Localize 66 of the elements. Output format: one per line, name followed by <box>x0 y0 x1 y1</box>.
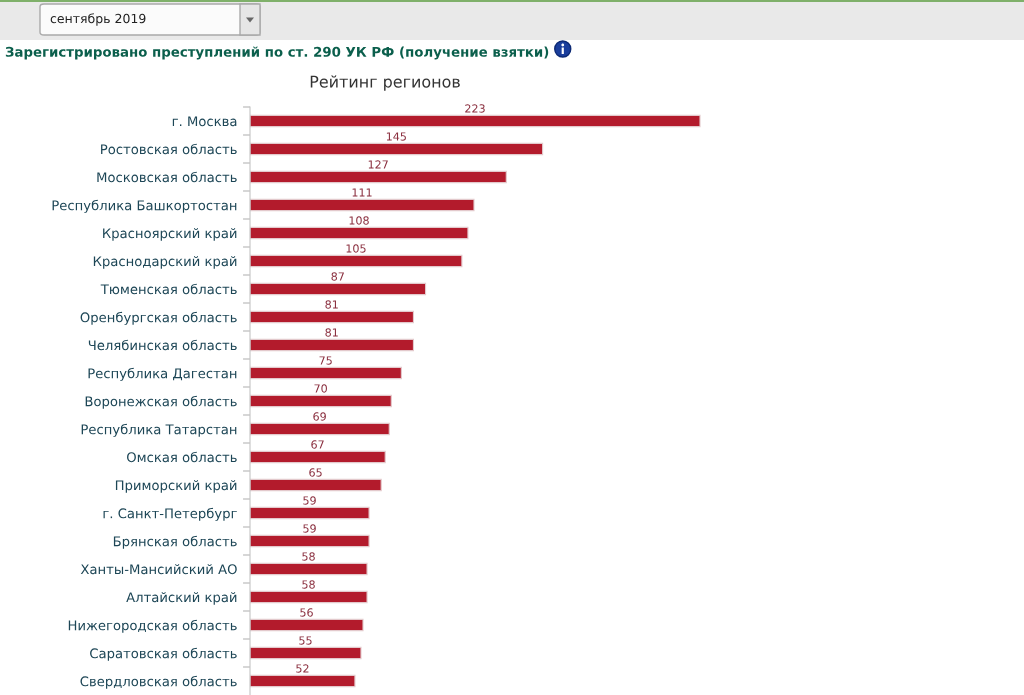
data-label: 67 <box>311 440 324 449</box>
y-tick-label: Московская область <box>97 171 237 183</box>
y-tick-label: г. Москва <box>172 116 237 127</box>
bar <box>250 366 402 380</box>
data-label: 81 <box>325 300 338 309</box>
data-label: 111 <box>352 188 372 197</box>
data-label: 58 <box>302 552 315 561</box>
bar <box>250 674 356 688</box>
data-label: 87 <box>331 272 344 281</box>
y-tick-label: Оренбургская область <box>80 311 237 325</box>
y-tick-label: Красноярский край <box>103 228 237 241</box>
data-label: 223 <box>465 104 485 113</box>
data-label: 59 <box>303 524 316 533</box>
data-label: 59 <box>303 496 316 505</box>
bar <box>250 506 370 520</box>
data-label: 56 <box>300 608 313 617</box>
y-tick-label: Республика Дагестан <box>88 367 237 381</box>
data-label: 70 <box>314 384 327 393</box>
y-tick-label: Тюменская область <box>100 283 237 295</box>
chart-title: Зарегистрировано преступлений по ст. 290 УК РФ (получение взятки) <box>5 46 549 60</box>
y-tick-label: Алтайский край <box>126 592 237 605</box>
bar <box>250 282 427 296</box>
data-label: 58 <box>302 580 315 589</box>
data-label: 75 <box>319 356 332 365</box>
data-label: 69 <box>313 412 326 421</box>
data-label: 145 <box>386 132 406 141</box>
data-label: 108 <box>349 216 369 225</box>
y-tick-label: Приморский край <box>115 480 237 493</box>
bar <box>250 590 368 604</box>
data-label: 65 <box>309 468 322 477</box>
y-tick-label: Воронежская область <box>85 395 237 409</box>
bar <box>250 394 392 408</box>
bar <box>250 170 507 184</box>
bar <box>250 338 415 352</box>
bar <box>250 618 364 632</box>
y-tick-label: Омская область <box>127 451 237 463</box>
bar <box>250 422 390 436</box>
bar <box>250 534 370 548</box>
y-tick-label: Ханты-Мансийский АО <box>80 564 237 575</box>
bar <box>250 142 544 156</box>
y-tick-label: Краснодарский край <box>93 256 237 269</box>
chart-subtitle: Рейтинг регионов <box>310 75 460 91</box>
data-label: 105 <box>346 244 366 253</box>
bar <box>250 310 415 324</box>
bar <box>250 478 382 492</box>
y-tick-label: г. Санкт-Петербург <box>103 507 237 521</box>
y-tick-label: Нижегородская область <box>68 619 237 633</box>
bar <box>250 226 469 240</box>
data-label: 81 <box>325 328 338 337</box>
bar <box>250 450 386 464</box>
y-tick-label: Брянская область <box>113 535 237 549</box>
data-label: 52 <box>296 664 309 673</box>
y-tick-label: Свердловская область <box>80 675 237 689</box>
bar <box>250 562 368 576</box>
y-tick-label: Саратовская область <box>90 647 237 661</box>
bar <box>250 198 475 212</box>
y-tick-label: Челябинская область <box>88 339 237 351</box>
data-label: 55 <box>299 636 312 645</box>
text: сентябрь 2019 <box>50 13 146 26</box>
bar <box>250 114 701 128</box>
y-tick-label: Республика Татарстан <box>81 423 237 437</box>
bar <box>250 254 463 268</box>
y-tick-label: Ростовская область <box>101 143 237 155</box>
data-label: 127 <box>368 160 388 169</box>
bar <box>250 646 362 660</box>
y-tick-label: Республика Башкортостан <box>52 199 237 213</box>
